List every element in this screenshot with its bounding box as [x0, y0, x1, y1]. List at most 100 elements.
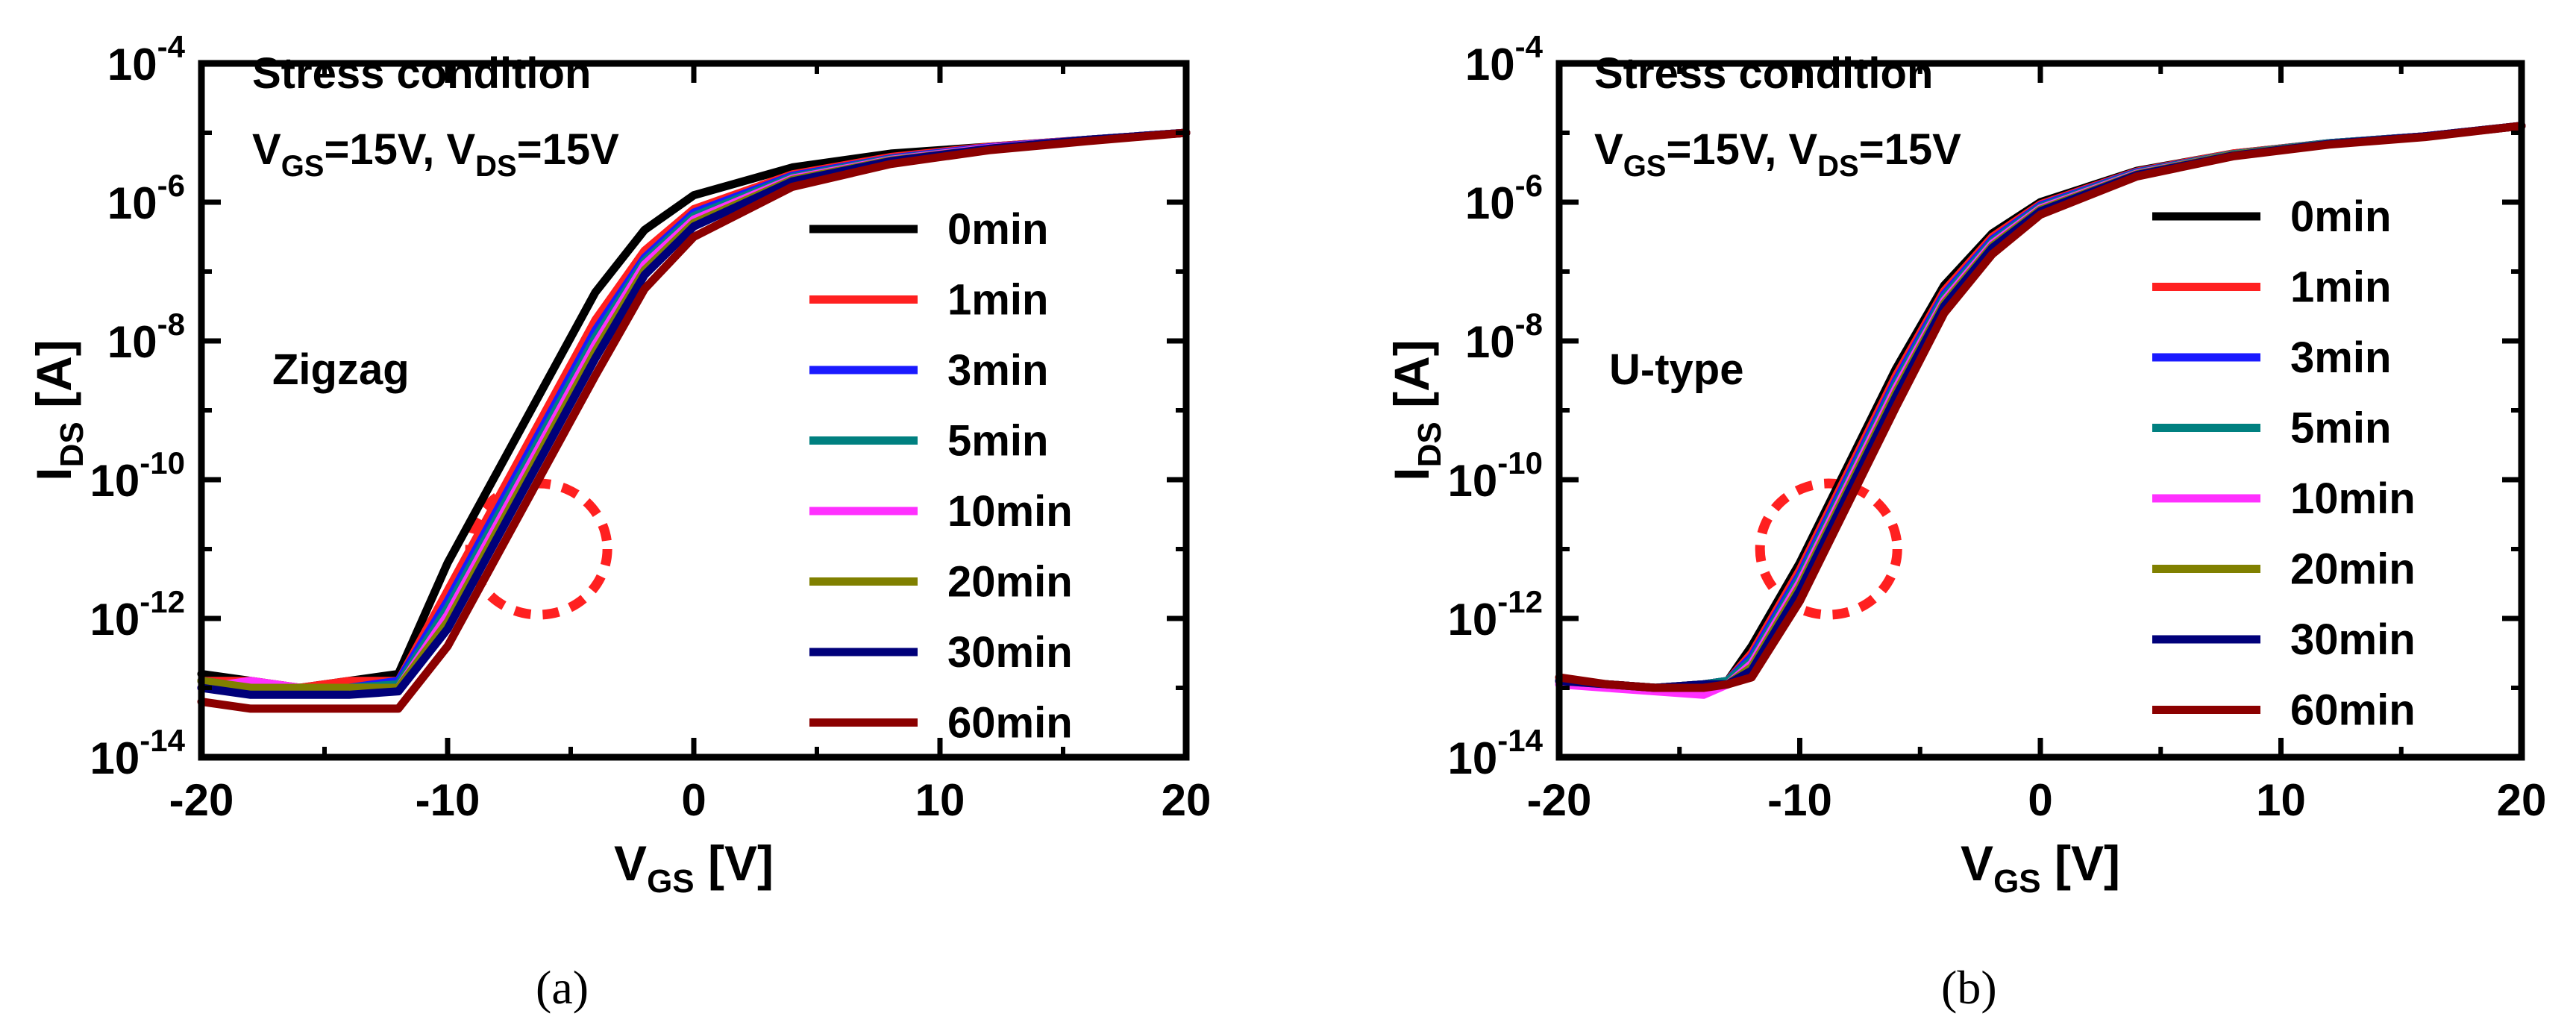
y-tick-label: 10-14 — [90, 723, 186, 783]
y-tick-exponent: -6 — [157, 168, 185, 203]
y-tick-base: 10 — [1448, 595, 1498, 645]
x-axis-title-rest: [V] — [695, 836, 774, 891]
legend-label: 5min — [2290, 404, 2391, 453]
panel-label: (b) — [1941, 961, 1997, 1014]
series-line-60min — [197, 128, 1191, 713]
y-axis-title-rest: [A] — [26, 339, 81, 422]
stress-condition-values: VGS=15V, VDS=15V — [252, 125, 619, 183]
x-axis-title-sub: GS — [1993, 863, 2041, 900]
y-tick-base: 10 — [107, 317, 157, 367]
y-tick-exponent: -10 — [140, 445, 185, 480]
structure-label: Zigzag — [272, 345, 410, 394]
y-tick-label: 10-12 — [1448, 584, 1543, 645]
x-tick-label: -10 — [1767, 775, 1832, 825]
x-axis-title-rest: [V] — [2041, 836, 2120, 891]
y-tick-exponent: -8 — [1515, 307, 1543, 342]
legend-label: 1min — [947, 276, 1048, 325]
x-tick-label: 10 — [2256, 775, 2306, 825]
y-tick-base: 10 — [1465, 40, 1515, 90]
y-axis-title-rest: [A] — [1384, 339, 1439, 422]
y-tick-exponent: -12 — [140, 584, 185, 619]
y-tick-label: 10-12 — [90, 584, 185, 645]
y-axis-title: IDS [A] — [26, 339, 90, 480]
legend-label: 3min — [2290, 333, 2391, 382]
x-tick-label: 10 — [915, 775, 965, 825]
y-tick-label: 10-6 — [1465, 168, 1543, 228]
y-tick-base: 10 — [107, 178, 157, 228]
panel-a: -20 -10 0 10 2010-1410-1210-1010-810-610-4VG… — [26, 29, 1211, 1014]
panel-label: (a) — [536, 961, 589, 1014]
x-axis-title-main: V — [1961, 836, 1993, 891]
x-tick-label: -10 — [416, 775, 480, 825]
x-axis-title-main: V — [614, 836, 647, 891]
cond-vgs-sub: GS — [281, 150, 325, 183]
cond-vds-sub: DS — [475, 150, 517, 183]
x-axis-title-sub: GS — [647, 863, 695, 900]
cond-vds-value: =15V — [517, 125, 619, 174]
legend-label: 60min — [2290, 686, 2416, 735]
y-axis-title-main: I — [1384, 467, 1439, 480]
y-tick-exponent: -4 — [157, 29, 186, 64]
legend-label: 10min — [2290, 474, 2416, 523]
y-tick-exponent: -14 — [1497, 723, 1543, 758]
y-tick-label: 10-8 — [107, 307, 185, 367]
x-tick-label: 0 — [2028, 775, 2052, 825]
highlight-circle — [1755, 478, 1902, 620]
y-tick-exponent: -12 — [1497, 584, 1543, 619]
legend-label: 30min — [2290, 615, 2416, 664]
stress-condition-title: Stress condition — [252, 49, 591, 98]
y-tick-exponent: -8 — [157, 307, 185, 342]
cond-vds-sub: DS — [1817, 150, 1859, 183]
y-tick-base: 10 — [90, 595, 140, 645]
legend-label: 20min — [947, 558, 1073, 607]
y-tick-label: 10-10 — [90, 445, 185, 506]
x-axis-title: VGS [V] — [1961, 836, 2120, 900]
structure-label: U-type — [1609, 345, 1743, 394]
y-tick-base: 10 — [1448, 456, 1498, 506]
y-tick-label: 10-8 — [1465, 307, 1543, 367]
legend-label: 0min — [947, 205, 1048, 254]
legend-label: 30min — [947, 628, 1073, 677]
legend-label: 0min — [2290, 192, 2391, 241]
y-tick-exponent: -6 — [1515, 168, 1543, 203]
y-axis-title: IDS [A] — [1384, 339, 1448, 480]
legend-label: 10min — [947, 487, 1073, 536]
y-tick-label: 10-4 — [107, 29, 186, 90]
legend-label: 3min — [947, 346, 1048, 395]
y-tick-base: 10 — [1465, 317, 1515, 367]
legend-label: 60min — [947, 699, 1073, 748]
y-axis-title-sub: DS — [1411, 422, 1448, 467]
y-tick-base: 10 — [107, 40, 157, 90]
y-tick-label: 10-4 — [1465, 29, 1544, 90]
y-tick-label: 10-10 — [1448, 445, 1543, 506]
x-axis-title: VGS [V] — [614, 836, 774, 900]
cond-vgs-value: =15V, — [324, 125, 446, 174]
cond-vds-value: =15V — [1859, 125, 1961, 174]
legend-label: 5min — [947, 417, 1048, 466]
y-axis-title-sub: DS — [54, 422, 90, 467]
y-tick-base: 10 — [90, 733, 140, 783]
stress-condition-title: Stress condition — [1594, 49, 1933, 98]
x-tick-label: 20 — [1162, 775, 1212, 825]
y-tick-base: 10 — [1465, 178, 1515, 228]
x-tick-label: 0 — [681, 775, 706, 825]
cond-vgs-main: V — [1594, 125, 1623, 174]
y-tick-base: 10 — [1448, 733, 1498, 783]
y-axis-title-main: I — [26, 467, 81, 480]
x-tick-label: -20 — [169, 775, 234, 825]
series-line-60min — [1555, 122, 2526, 692]
cond-vgs-sub: GS — [1623, 150, 1667, 183]
x-tick-label: -20 — [1527, 775, 1592, 825]
cond-vds-main: V — [446, 125, 475, 174]
y-tick-exponent: -14 — [140, 723, 185, 758]
x-tick-label: 20 — [2497, 775, 2547, 825]
cond-vds-main: V — [1788, 125, 1817, 174]
legend-label: 20min — [2290, 545, 2416, 594]
y-tick-label: 10-6 — [107, 168, 185, 228]
panel-b: -20 -10 0 10 2010-1410-1210-1010-810-610-4VG… — [1384, 29, 2546, 1014]
legend-label: 1min — [2290, 263, 2391, 312]
y-tick-exponent: -4 — [1515, 29, 1544, 64]
y-tick-exponent: -10 — [1497, 445, 1543, 480]
y-tick-label: 10-14 — [1448, 723, 1544, 783]
